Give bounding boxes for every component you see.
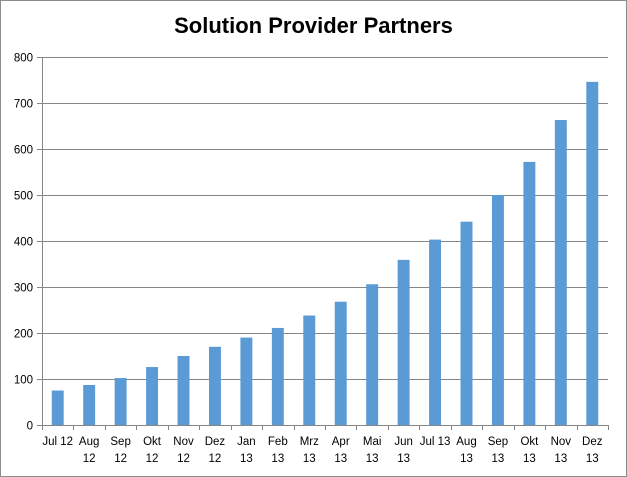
x-tick-label-line: 13 [460, 453, 473, 465]
bar [83, 384, 96, 425]
y-tick-label: 400 [14, 237, 33, 249]
x-tick-label: Sep 13 [488, 436, 508, 465]
x-tick-label-line: 12 [146, 453, 159, 465]
x-tick-label: Feb 13 [268, 436, 288, 465]
y-tick-label: 600 [14, 145, 33, 157]
x-tick-label: Nov 13 [551, 436, 572, 465]
y-tick-label: 700 [14, 99, 33, 111]
bar [51, 390, 64, 425]
x-tick-label-line: Mrz [300, 436, 319, 448]
bar [460, 221, 473, 425]
x-tick-label-line: 13 [366, 453, 379, 465]
bar [491, 195, 504, 425]
x-tick-label-line: Sep [110, 436, 130, 448]
x-tick-label: Nov 12 [173, 436, 194, 465]
bar [303, 315, 316, 425]
x-tick-label-line: Mai [363, 436, 382, 448]
x-tick-label: Jul 12 [42, 436, 73, 448]
bar [586, 81, 599, 425]
x-tick-label-line: Jul 12 [42, 436, 73, 448]
x-tick-label-line: 12 [209, 453, 222, 465]
y-tick-label: 300 [14, 283, 33, 295]
x-tick-label-line: 13 [271, 453, 284, 465]
bars [51, 81, 599, 426]
x-tick-label: Aug 12 [79, 436, 99, 465]
tick-labels: 0 100 200 300 400 500 600 700 800 Jul 12 Aug 12 Sep 1… [14, 53, 603, 466]
bar [429, 239, 442, 425]
x-tick-label-line: 12 [177, 453, 190, 465]
axes [37, 57, 609, 430]
x-tick-label: Dez 13 [582, 436, 603, 465]
x-tick-label-line: Jan [237, 436, 256, 448]
x-tick-label: Dez 12 [205, 436, 226, 465]
y-tick-label: 200 [14, 329, 33, 341]
x-tick-label: Sep 12 [110, 436, 130, 465]
x-tick-label-line: 13 [586, 453, 599, 465]
x-tick-label-line: 13 [334, 453, 347, 465]
y-tick-label: 800 [14, 53, 33, 65]
bar [271, 327, 284, 425]
x-tick-label: Jan 13 [237, 436, 256, 465]
x-tick-label-line: Dez [205, 436, 226, 448]
y-tick-label: 100 [14, 375, 33, 387]
y-tick-label: 500 [14, 191, 33, 203]
x-tick-label-line: Dez [582, 436, 603, 448]
x-tick-label-line: Sep [488, 436, 508, 448]
x-tick-label-line: 12 [114, 453, 127, 465]
x-tick-label-line: 13 [240, 453, 253, 465]
x-tick-label-line: Apr [332, 436, 350, 448]
bar [523, 161, 536, 425]
gridlines [42, 57, 608, 380]
bar [554, 120, 567, 426]
x-tick-label-line: 13 [523, 453, 536, 465]
x-tick-label-line: 13 [492, 453, 505, 465]
bar [397, 259, 410, 425]
bar [146, 367, 159, 425]
x-tick-label: Mai 13 [363, 436, 382, 465]
x-tick-label-line: Nov [173, 436, 194, 448]
bar [114, 378, 127, 425]
x-tick-label-line: Nov [551, 436, 572, 448]
bar [366, 284, 379, 425]
x-tick-label-line: 13 [303, 453, 316, 465]
x-tick-label-line: Feb [268, 436, 288, 448]
chart-title: Solution Provider Partners [174, 13, 453, 38]
x-tick-label-line: 13 [554, 453, 567, 465]
bar [177, 356, 190, 425]
bar [334, 301, 347, 425]
x-tick-label: Mrz 13 [300, 436, 319, 465]
x-tick-label: Okt 13 [520, 436, 539, 465]
x-tick-label-line: Okt [143, 436, 162, 448]
bar [208, 346, 221, 425]
y-tick-label: 0 [27, 421, 33, 433]
x-tick-label-line: Okt [520, 436, 539, 448]
x-tick-label-line: 13 [397, 453, 410, 465]
x-tick-label: Apr 13 [332, 436, 350, 465]
x-tick-label: Jun 13 [394, 436, 413, 465]
x-tick-label: Okt 12 [143, 436, 162, 465]
x-tick-label: Aug 13 [456, 436, 476, 465]
x-tick-label-line: Aug [456, 436, 476, 448]
x-tick-label-line: 12 [83, 453, 96, 465]
x-tick-label-line: Aug [79, 436, 99, 448]
x-tick-label-line: Jul 13 [420, 436, 451, 448]
x-tick-label-line: Jun [394, 436, 413, 448]
x-tick-label: Jul 13 [420, 436, 451, 448]
bar [240, 337, 253, 425]
